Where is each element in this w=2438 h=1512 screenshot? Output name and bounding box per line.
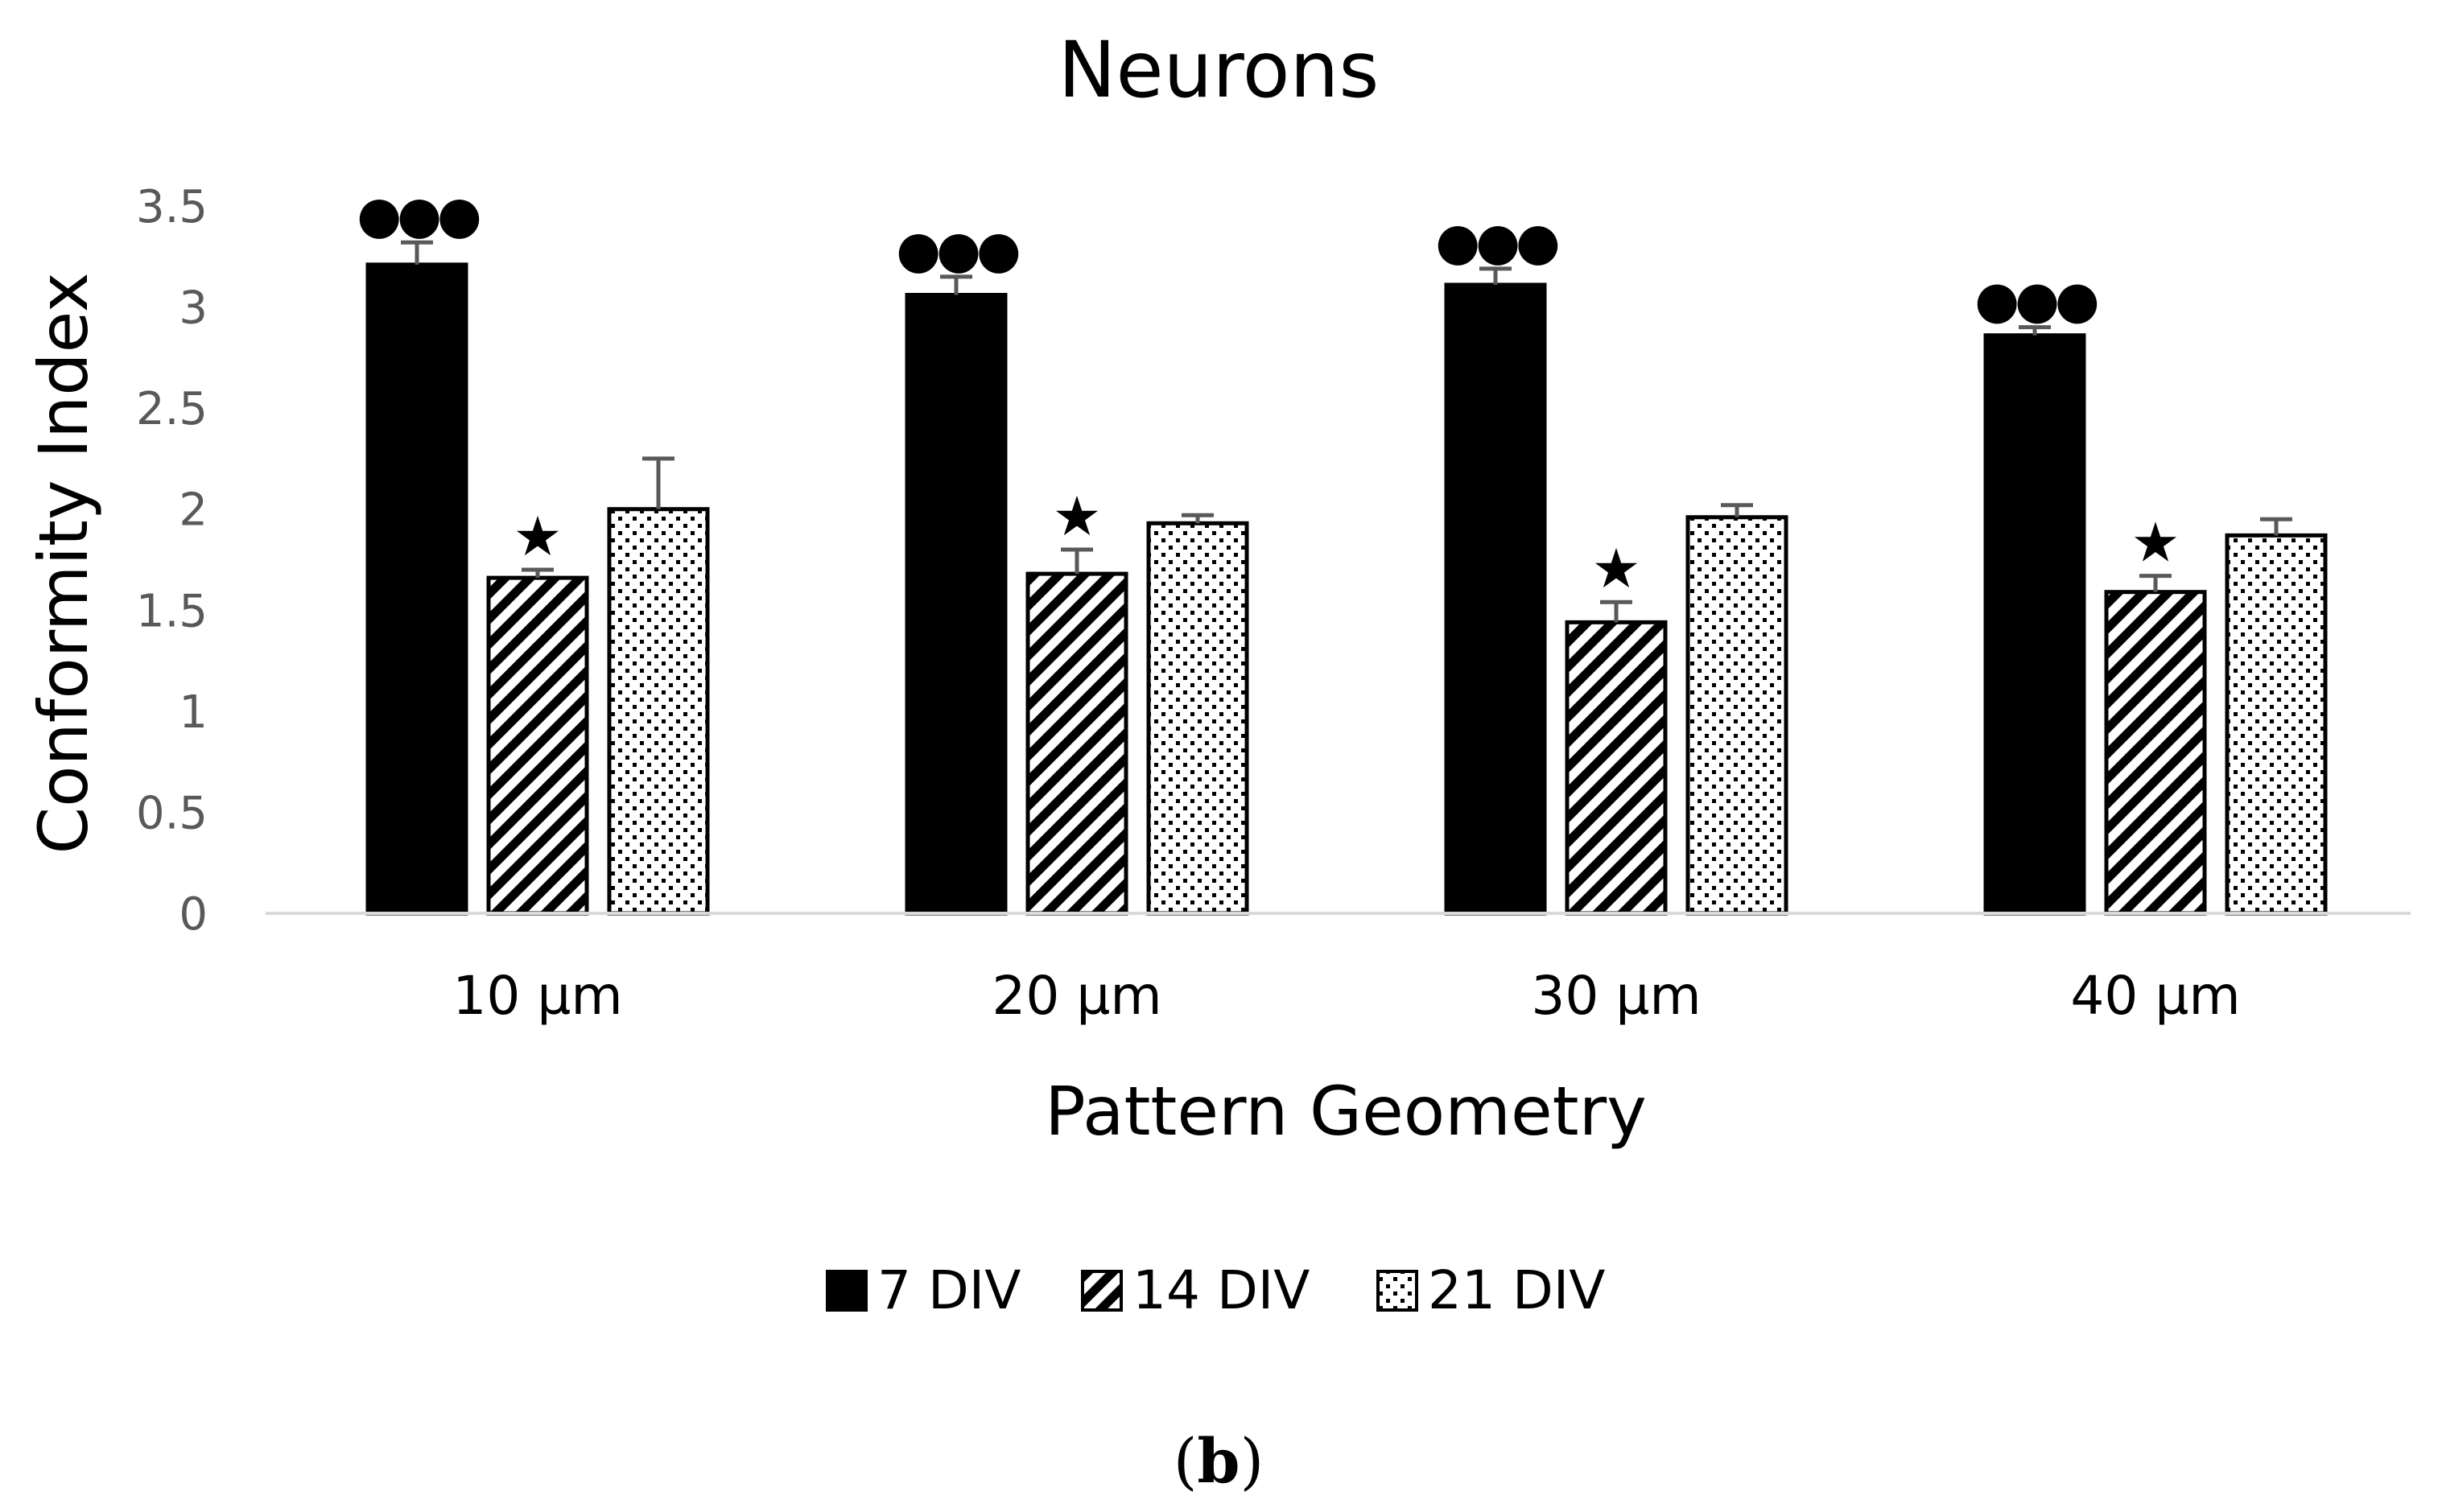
y-tick-label: 0 xyxy=(179,888,208,941)
legend-label: 7 DIV xyxy=(877,1259,1021,1321)
significance-dots: ●●● xyxy=(1435,212,1558,272)
significance-dots: ●●● xyxy=(896,220,1019,280)
x-tick-label: 10 µm xyxy=(452,965,622,1027)
legend-label: 14 DIV xyxy=(1132,1259,1310,1321)
y-tick-label: 2.5 xyxy=(136,383,208,435)
x-axis-ticks: 10 µm 20 µm 30 µm 40 µm xyxy=(452,965,2240,1027)
caption-letter: b xyxy=(1197,1425,1240,1497)
bar-21-div xyxy=(607,507,710,916)
x-axis-label: Pattern Geometry xyxy=(1045,1072,1647,1151)
y-tick-label: 2 xyxy=(179,484,208,537)
chart-title: Neurons xyxy=(1058,25,1380,115)
bar-14-div xyxy=(1565,620,1668,916)
significance-dots: ●●● xyxy=(1974,271,2098,331)
bar-7-div xyxy=(1983,333,2086,916)
bar-21-div xyxy=(1685,515,1788,916)
caption-open: ( xyxy=(1174,1425,1198,1497)
significance-star: ★ xyxy=(1592,538,1641,601)
x-tick-label: 30 µm xyxy=(1531,965,1701,1027)
bar-14-div xyxy=(486,575,589,916)
legend-swatch xyxy=(1376,1270,1418,1312)
bar-21-div xyxy=(1146,521,1249,916)
y-tick-label: 1 xyxy=(179,686,208,739)
y-tick-label: 0.5 xyxy=(136,787,208,839)
bar-series xyxy=(365,262,2328,916)
error-bars xyxy=(401,240,2292,623)
significance-star: ★ xyxy=(2131,512,2180,575)
x-tick-label: 40 µm xyxy=(2070,965,2240,1027)
bar-14-div xyxy=(1025,571,1128,916)
y-tick-label: 1.5 xyxy=(136,585,208,637)
bar-21-div xyxy=(2225,533,2328,916)
y-axis-ticks: 0 0.5 1 1.5 2 2.5 3 3.5 xyxy=(136,181,208,941)
y-tick-label: 3 xyxy=(179,282,208,335)
significance-star: ★ xyxy=(514,505,563,569)
y-tick-label: 3.5 xyxy=(136,181,208,233)
bar-7-div xyxy=(905,293,1008,916)
legend-swatch xyxy=(826,1270,868,1312)
legend: 7 DIV 14 DIV 21 DIV xyxy=(826,1259,1605,1321)
legend-swatch xyxy=(1081,1270,1123,1312)
y-axis-label: Conformity Index xyxy=(24,272,103,854)
bar-7-div xyxy=(1444,282,1547,916)
x-tick-label: 20 µm xyxy=(992,965,1161,1027)
bar-14-div xyxy=(2104,590,2207,916)
figure-caption: (b) xyxy=(1174,1425,1264,1497)
legend-label: 21 DIV xyxy=(1428,1259,1605,1321)
caption-close: ) xyxy=(1240,1425,1264,1497)
significance-dots: ●●● xyxy=(357,186,480,245)
significance-star: ★ xyxy=(1053,485,1102,549)
significance-markers: ●●● ●●● ●●● ●●● ★ ★ ★ ★ xyxy=(357,186,2180,601)
bar-7-div xyxy=(365,262,468,916)
